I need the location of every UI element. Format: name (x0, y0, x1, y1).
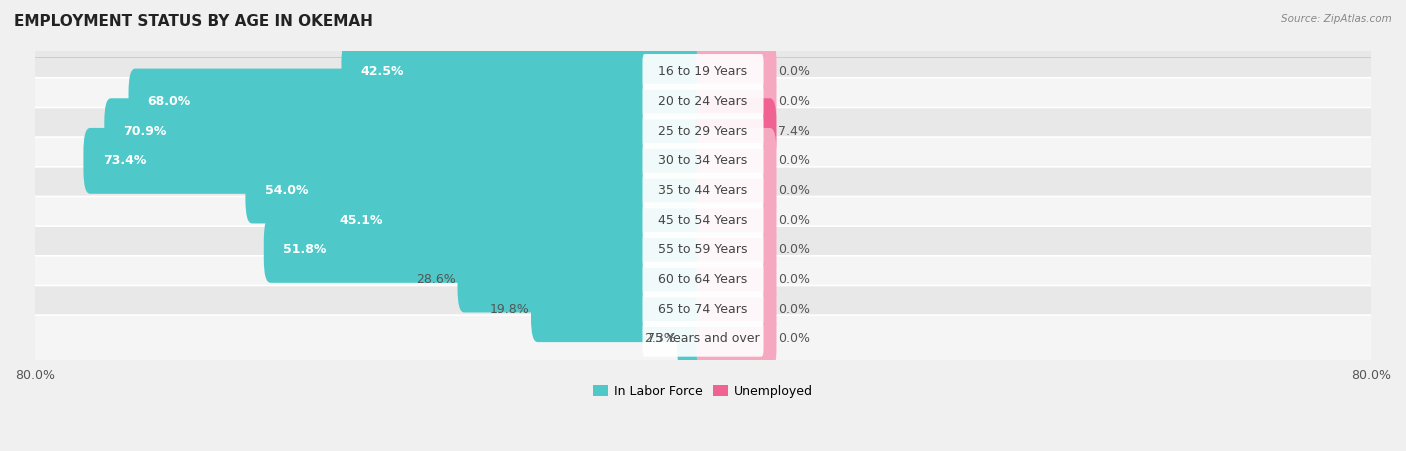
FancyBboxPatch shape (24, 226, 1382, 274)
Text: 65 to 74 Years: 65 to 74 Years (658, 303, 748, 316)
FancyBboxPatch shape (24, 285, 1382, 333)
Text: 45 to 54 Years: 45 to 54 Years (658, 214, 748, 227)
FancyBboxPatch shape (24, 137, 1382, 184)
FancyBboxPatch shape (696, 276, 776, 342)
Text: 25 to 29 Years: 25 to 29 Years (658, 124, 748, 138)
FancyBboxPatch shape (696, 247, 776, 313)
FancyBboxPatch shape (24, 197, 1382, 244)
Text: 54.0%: 54.0% (264, 184, 308, 197)
FancyBboxPatch shape (264, 217, 710, 283)
FancyBboxPatch shape (24, 256, 1382, 303)
Text: 0.0%: 0.0% (778, 154, 810, 167)
FancyBboxPatch shape (643, 173, 763, 208)
Text: Source: ZipAtlas.com: Source: ZipAtlas.com (1281, 14, 1392, 23)
Text: 55 to 59 Years: 55 to 59 Years (658, 244, 748, 256)
FancyBboxPatch shape (696, 157, 776, 223)
FancyBboxPatch shape (531, 276, 710, 342)
FancyBboxPatch shape (24, 315, 1382, 363)
FancyBboxPatch shape (696, 39, 776, 105)
Text: 75 Years and over: 75 Years and over (647, 332, 759, 345)
FancyBboxPatch shape (643, 54, 763, 90)
Text: 0.0%: 0.0% (778, 65, 810, 78)
FancyBboxPatch shape (643, 321, 763, 357)
FancyBboxPatch shape (696, 306, 776, 372)
Text: 0.0%: 0.0% (778, 273, 810, 286)
FancyBboxPatch shape (643, 84, 763, 120)
FancyBboxPatch shape (696, 217, 776, 283)
Text: 45.1%: 45.1% (339, 214, 382, 227)
FancyBboxPatch shape (319, 187, 710, 253)
FancyBboxPatch shape (342, 39, 710, 105)
FancyBboxPatch shape (643, 143, 763, 179)
Text: 28.6%: 28.6% (416, 273, 456, 286)
Text: 73.4%: 73.4% (103, 154, 146, 167)
FancyBboxPatch shape (128, 69, 710, 134)
FancyBboxPatch shape (24, 78, 1382, 125)
FancyBboxPatch shape (457, 247, 710, 313)
Text: 30 to 34 Years: 30 to 34 Years (658, 154, 748, 167)
Text: 60 to 64 Years: 60 to 64 Years (658, 273, 748, 286)
FancyBboxPatch shape (696, 98, 776, 164)
FancyBboxPatch shape (643, 202, 763, 238)
Text: 68.0%: 68.0% (148, 95, 191, 108)
Text: 0.0%: 0.0% (778, 332, 810, 345)
FancyBboxPatch shape (643, 113, 763, 149)
FancyBboxPatch shape (678, 306, 710, 372)
Text: 35 to 44 Years: 35 to 44 Years (658, 184, 748, 197)
FancyBboxPatch shape (696, 128, 776, 194)
Text: 70.9%: 70.9% (124, 124, 167, 138)
Text: 0.0%: 0.0% (778, 244, 810, 256)
Text: 51.8%: 51.8% (283, 244, 326, 256)
Text: 0.0%: 0.0% (778, 95, 810, 108)
FancyBboxPatch shape (246, 157, 710, 223)
Text: 20 to 24 Years: 20 to 24 Years (658, 95, 748, 108)
FancyBboxPatch shape (83, 128, 710, 194)
FancyBboxPatch shape (104, 98, 710, 164)
Text: 2.3%: 2.3% (644, 332, 675, 345)
Legend: In Labor Force, Unemployed: In Labor Force, Unemployed (588, 380, 818, 403)
FancyBboxPatch shape (24, 107, 1382, 155)
FancyBboxPatch shape (696, 69, 776, 134)
Text: 42.5%: 42.5% (361, 65, 404, 78)
Text: 16 to 19 Years: 16 to 19 Years (658, 65, 748, 78)
FancyBboxPatch shape (24, 167, 1382, 214)
FancyBboxPatch shape (696, 187, 776, 253)
Text: EMPLOYMENT STATUS BY AGE IN OKEMAH: EMPLOYMENT STATUS BY AGE IN OKEMAH (14, 14, 373, 28)
Text: 0.0%: 0.0% (778, 184, 810, 197)
Text: 0.0%: 0.0% (778, 303, 810, 316)
FancyBboxPatch shape (643, 232, 763, 267)
FancyBboxPatch shape (643, 291, 763, 327)
FancyBboxPatch shape (643, 262, 763, 297)
Text: 19.8%: 19.8% (489, 303, 529, 316)
Text: 0.0%: 0.0% (778, 214, 810, 227)
FancyBboxPatch shape (24, 48, 1382, 96)
Text: 7.4%: 7.4% (778, 124, 810, 138)
